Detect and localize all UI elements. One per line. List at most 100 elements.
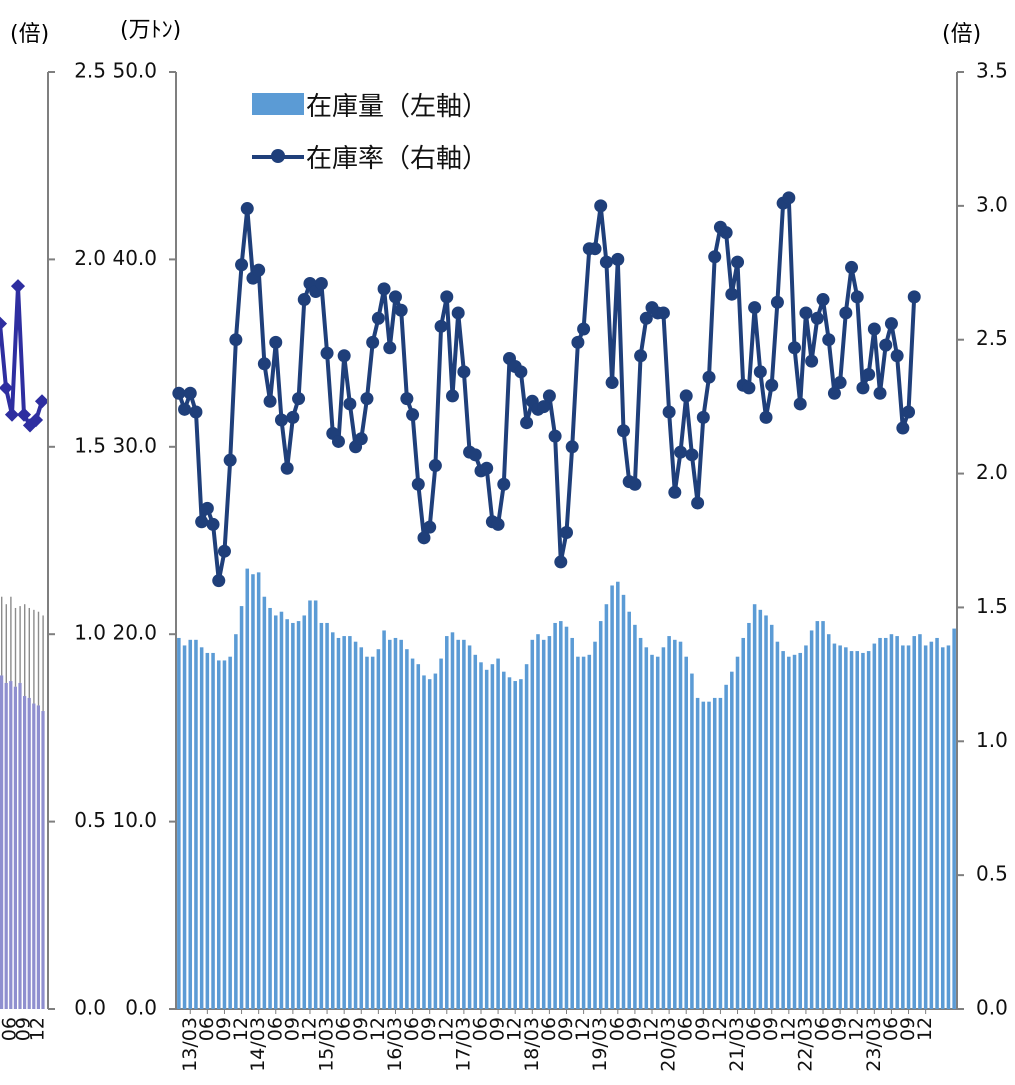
- ratio-marker: [691, 496, 705, 510]
- stock-bar: [804, 645, 808, 1009]
- left-outer-axis-tick-label: 1.5: [74, 433, 106, 457]
- ratio-line: [177, 195, 917, 583]
- stock-bar: [718, 697, 723, 1009]
- ratio-marker: [360, 392, 374, 406]
- back-panel-bar: [4, 682, 8, 1009]
- ratio-marker: [839, 306, 853, 320]
- left-axis-tick-label: 30.0: [112, 433, 157, 457]
- x-axis-tick-label: 06: [470, 1017, 492, 1041]
- ratio-marker: [314, 276, 328, 290]
- x-axis-tick-label: 12: [846, 1017, 868, 1041]
- stock-bar: [422, 675, 426, 1009]
- x-axis-tick-label: 16/03: [384, 1017, 406, 1072]
- ratio-marker: [206, 517, 220, 531]
- stock-bar: [946, 645, 951, 1009]
- ratio-marker: [400, 392, 414, 406]
- ratio-marker: [782, 191, 796, 205]
- stock-bar: [598, 621, 603, 1009]
- ratio-marker: [371, 311, 385, 325]
- stock-bar: [410, 658, 415, 1009]
- back-panel-marker: [0, 380, 14, 395]
- stock-bar: [399, 639, 403, 1009]
- stock-bar: [667, 636, 671, 1009]
- ratio-marker: [634, 349, 648, 363]
- stock-bar: [576, 656, 580, 1009]
- stock-bar: [331, 632, 335, 1009]
- stock-bar: [889, 634, 894, 1009]
- ratio-marker: [388, 290, 402, 304]
- stock-bar: [952, 628, 956, 1009]
- ratio-marker: [805, 354, 819, 368]
- ratio-marker: [200, 501, 214, 515]
- x-axis-tick-label: 12: [641, 1017, 663, 1041]
- stock-bar: [678, 641, 683, 1009]
- ratio-marker: [879, 338, 893, 352]
- stock-bar: [507, 677, 512, 1009]
- stock-bar: [177, 637, 181, 1009]
- stock-bar: [479, 662, 483, 1009]
- back-panel-bar: [13, 686, 17, 1009]
- right-axis-tick-label: 1.0: [976, 728, 1008, 752]
- x-axis-tick-label: 20/03: [658, 1017, 680, 1072]
- stock-bar: [416, 664, 421, 1009]
- right-axis-tick-label: 1.5: [976, 594, 1008, 618]
- ratio-marker: [731, 255, 745, 269]
- ratio-marker: [537, 400, 551, 414]
- back-panel-gray-bar: [14, 607, 17, 687]
- stock-bar: [707, 701, 711, 1009]
- left-axis-tick-label: 40.0: [112, 246, 157, 270]
- stock-bar: [730, 671, 734, 1009]
- stock-bar: [735, 656, 740, 1009]
- ratio-marker: [708, 250, 722, 264]
- ratio-marker: [599, 255, 613, 269]
- stock-bar: [541, 639, 546, 1009]
- ratio-marker: [354, 432, 368, 446]
- stock-bar: [769, 624, 774, 1009]
- ratio-marker: [833, 376, 847, 390]
- back-panel-bar: [36, 705, 40, 1009]
- ratio-marker: [189, 405, 203, 419]
- ratio-marker: [434, 319, 448, 333]
- stock-bar: [445, 636, 449, 1009]
- ratio-marker: [827, 386, 841, 400]
- ratio-marker: [765, 378, 779, 392]
- x-axis-tick-label: 19/03: [589, 1017, 611, 1072]
- stock-bar: [684, 656, 688, 1009]
- stock-bar: [758, 609, 763, 1009]
- stock-bar: [325, 622, 329, 1009]
- ratio-marker: [560, 525, 573, 539]
- stock-bar: [484, 669, 489, 1009]
- ratio-marker: [445, 389, 459, 403]
- x-axis-tick-label: 12: [435, 1017, 457, 1041]
- stock-bar: [530, 639, 535, 1009]
- stock-bar: [393, 637, 398, 1009]
- ratio-marker: [229, 333, 243, 347]
- x-axis-tick-label: 09: [487, 1017, 509, 1041]
- stock-bar: [308, 600, 312, 1009]
- right-axis-tick-label: 2.5: [976, 326, 1008, 350]
- stock-bar: [695, 697, 700, 1009]
- ratio-marker: [417, 531, 431, 545]
- stock-bar: [901, 645, 905, 1009]
- left-outer-axis-tick-label: 2.5: [74, 59, 106, 83]
- stock-bar: [467, 645, 472, 1009]
- stock-bar: [621, 594, 626, 1009]
- ratio-marker: [554, 555, 568, 569]
- stock-bar: [273, 615, 278, 1009]
- ratio-marker: [520, 416, 534, 430]
- right-axis-tick-label: 0.0: [976, 996, 1008, 1020]
- x-axis-tick-label: 12: [777, 1017, 799, 1041]
- back-panel-gray-bar: [37, 611, 40, 706]
- ratio-marker: [377, 282, 391, 296]
- ratio-marker: [411, 477, 425, 491]
- ratio-marker: [742, 381, 756, 395]
- stock-bar: [752, 604, 757, 1009]
- stock-bar: [268, 607, 272, 1009]
- back-panel-line: [0, 286, 44, 429]
- ratio-marker: [183, 386, 197, 400]
- back-panel-bar: [41, 711, 45, 1009]
- ratio-marker: [565, 440, 579, 454]
- stock-bar: [234, 634, 238, 1009]
- ratio-marker: [571, 335, 585, 349]
- ratio-marker: [628, 477, 642, 491]
